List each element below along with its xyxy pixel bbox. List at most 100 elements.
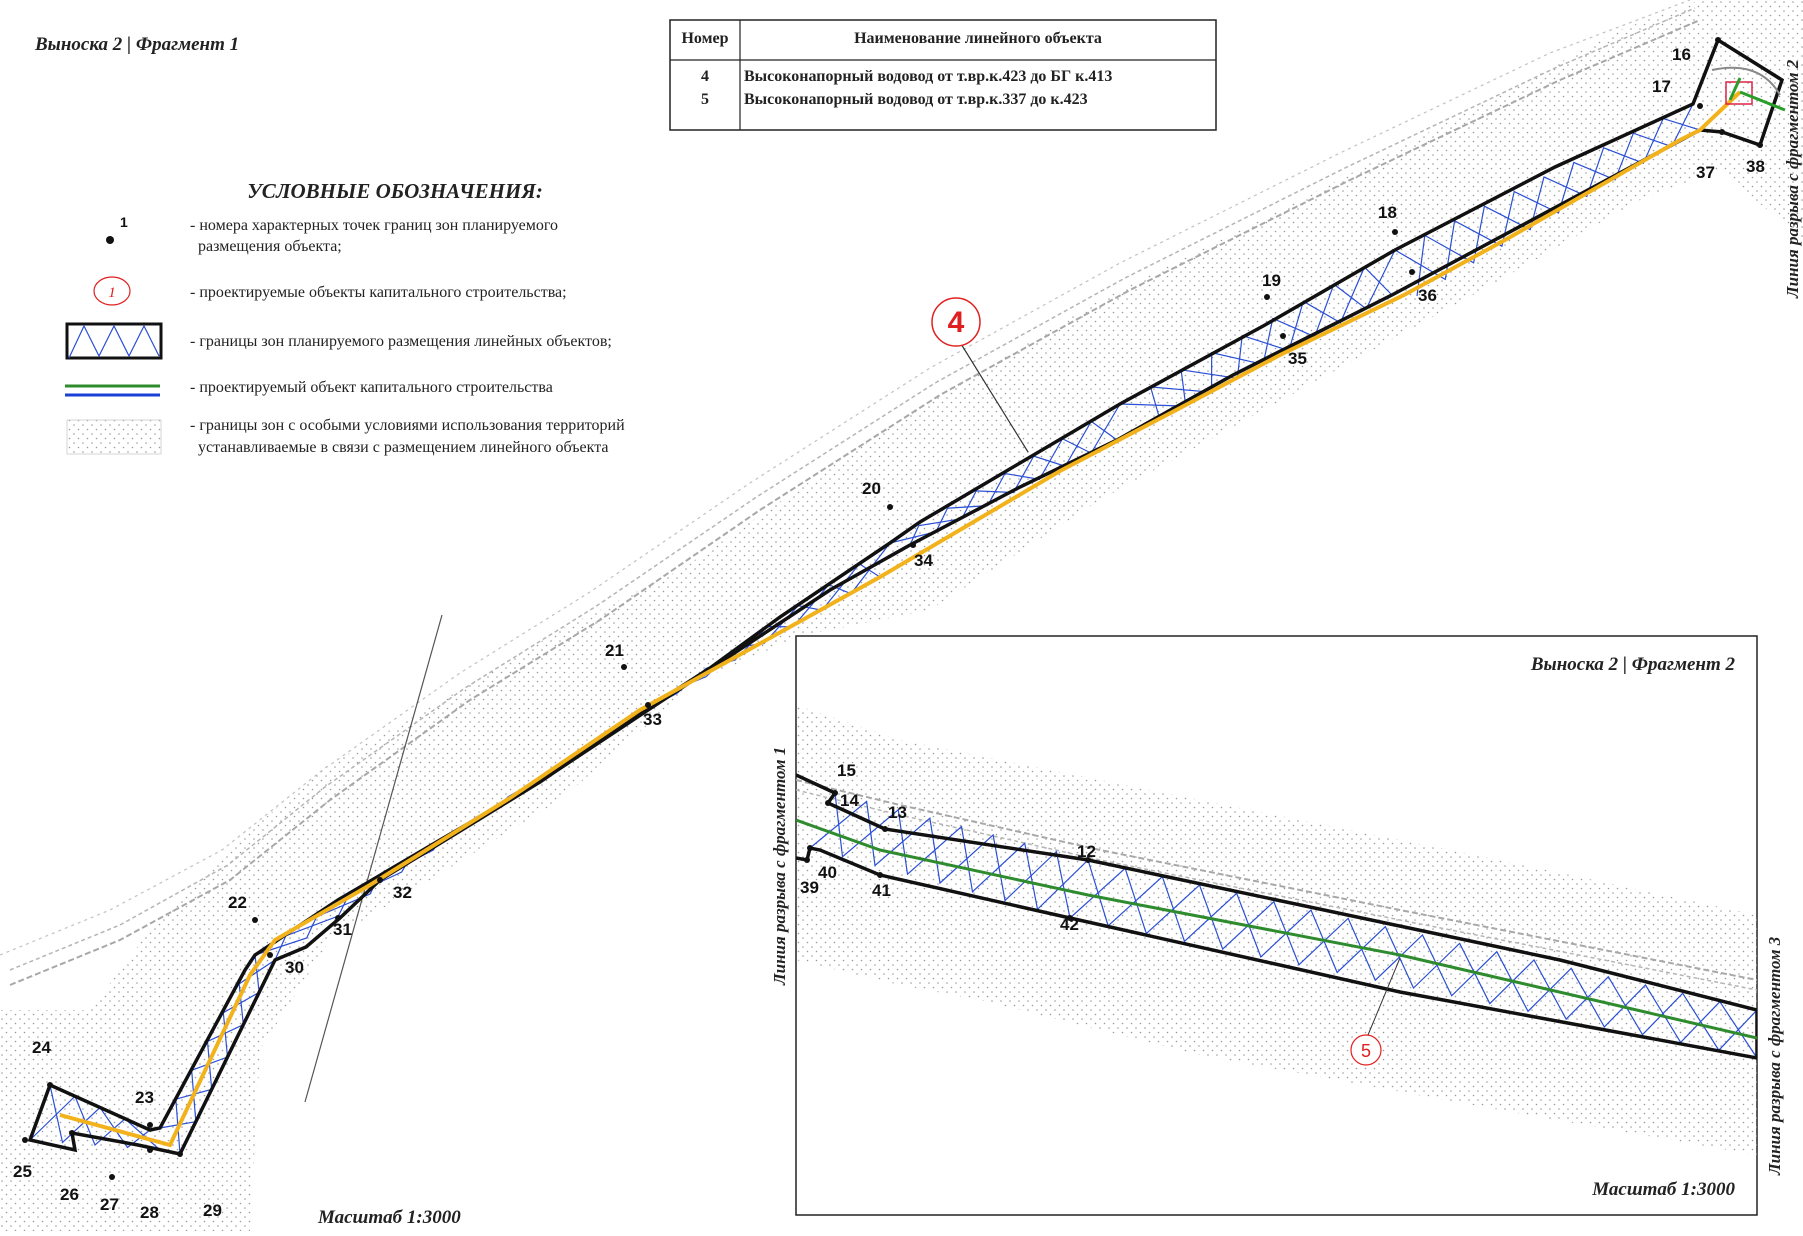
boundary-point-label-23: 23 [135,1088,154,1107]
fragment2-title: Выноска 2 | Фрагмент 2 [1530,654,1736,675]
boundary-point-label-25: 25 [13,1162,32,1181]
legend-item-1-line2: размещения объекта; [198,238,342,255]
boundary-point-label-39: 39 [800,878,819,897]
boundary-point-label-31: 31 [333,920,352,939]
boundary-point-39 [804,857,810,863]
break-line-label-f1: Линия разрыва с фрагментом 2 [1783,59,1802,299]
boundary-point-label-17: 17 [1652,77,1671,96]
boundary-point-13 [882,826,888,832]
boundary-point-label-40: 40 [818,863,837,882]
boundary-point-14 [825,800,831,806]
boundary-point-42 [1067,915,1073,921]
legend-item-2: - проектируемые объекты капитального стр… [190,284,567,301]
boundary-point-38 [1757,142,1763,148]
boundary-point-label-14: 14 [840,791,859,810]
boundary-point-30 [267,952,273,958]
boundary-point-label-29: 29 [203,1201,222,1220]
object-table: Номер Наименование линейного объекта 4 В… [669,19,1217,131]
boundary-point-21 [621,664,627,670]
boundary-point-label-16: 16 [1672,45,1691,64]
boundary-point-24 [47,1082,53,1088]
legend-item-4: - проектируемый объект капитального стро… [190,379,553,396]
fragment1-title: Выноска 2 | Фрагмент 1 [34,34,239,55]
boundary-point-32 [377,877,383,883]
legend-point-sample-label: 1 [120,214,128,230]
route-4-line [59,90,1742,1148]
boundary-point-label-15: 15 [837,761,856,780]
boundary-point-label-21: 21 [605,641,624,660]
boundary-point-37 [1719,129,1725,135]
boundary-point-40 [807,845,813,851]
boundary-point-12 [1085,857,1091,863]
legend-circle-symbol [93,276,131,306]
existing-road-line-f2-2 [796,789,1757,991]
boundary-point-label-27: 27 [100,1195,119,1214]
legend-item-5-line2: устанавливаемые в связи с размещением ли… [198,439,608,456]
table-header-name: Наименование линейного объекта [854,30,1102,47]
legend-circle-sample-label: 1 [108,285,116,301]
table-row-2-name: Высоконапорный водовод от т.вр.к.337 до … [744,91,1088,108]
boundary-point-label-13: 13 [888,803,907,822]
legend-item-1-line1: - номера характерных точек границ зон пл… [190,217,558,234]
object-4-label: 4 [948,306,965,339]
table-row-2-number: 5 [701,91,709,108]
table-header-number: Номер [681,30,728,47]
boundary-point-label-38: 38 [1746,157,1765,176]
boundary-point-22 [252,917,258,923]
boundary-point-36 [1409,269,1415,275]
boundary-point-label-18: 18 [1378,203,1397,222]
boundary-point-label-35: 35 [1288,349,1307,368]
boundary-point-label-24: 24 [32,1038,51,1057]
boundary-point-label-19: 19 [1262,271,1281,290]
break-line-label-f2-right: Линия разрыва с фрагментом 3 [1765,936,1784,1176]
object-4-marker: 4 [931,297,1029,453]
object-5-label: 5 [1361,1041,1371,1061]
boundary-point-label-22: 22 [228,893,247,912]
legend-item-3: - границы зон планируемого размещения ли… [190,333,612,350]
existing-road-line-3 [0,0,1691,956]
break-line-label-f2-left: Линия разрыва с фрагментом 1 [770,747,789,986]
existing-road-line-1 [9,19,1701,986]
boundary-point-label-32: 32 [393,883,412,902]
boundary-point-28 [147,1147,153,1153]
boundary-point-35 [1280,333,1286,339]
boundary-point-label-37: 37 [1696,163,1715,182]
object-5-marker: 5 [1350,957,1401,1066]
legend-zone-symbol [65,322,163,360]
boundary-point-label-26: 26 [60,1185,79,1204]
boundary-point-18 [1392,229,1398,235]
legend-point-symbol [106,236,114,244]
boundary-point-label-41: 41 [872,881,891,900]
legend-protection-zone-symbol [66,419,162,455]
boundary-point-label-30: 30 [285,958,304,977]
table-row-1-number: 4 [701,68,709,85]
fragment2-scale: Масштаб 1:3000 [1591,1179,1735,1200]
legend-item-5-line1: - границы зон с особыми условиями исполь… [190,417,625,434]
boundary-point-29 [177,1151,183,1157]
table-row-1-name: Высоконапорный водовод от т.вр.к.423 до … [744,68,1112,85]
boundary-point-34 [910,542,916,548]
legend-title: УСЛОВНЫЕ ОБОЗНАЧЕНИЯ: [247,179,543,203]
fragment1-scale: Масштаб 1:3000 [317,1207,461,1228]
boundary-point-23 [147,1122,153,1128]
placement-zone-boundary-fragment2 [796,773,1757,1060]
legend: УСЛОВНЫЕ ОБОЗНАЧЕНИЯ: 1 - номера характе… [45,165,695,475]
boundary-point-41 [877,872,883,878]
boundary-point-25 [22,1137,28,1143]
existing-road-line-f2-1 [796,779,1757,981]
boundary-point-label-28: 28 [140,1203,159,1222]
boundary-point-33 [645,702,651,708]
boundary-point-27 [109,1174,115,1180]
boundary-point-label-12: 12 [1077,842,1096,861]
boundary-point-label-34: 34 [914,551,933,570]
boundary-point-label-42: 42 [1060,915,1079,934]
boundary-point-19 [1264,294,1270,300]
boundary-point-label-36: 36 [1418,286,1437,305]
boundary-point-26 [69,1130,75,1136]
